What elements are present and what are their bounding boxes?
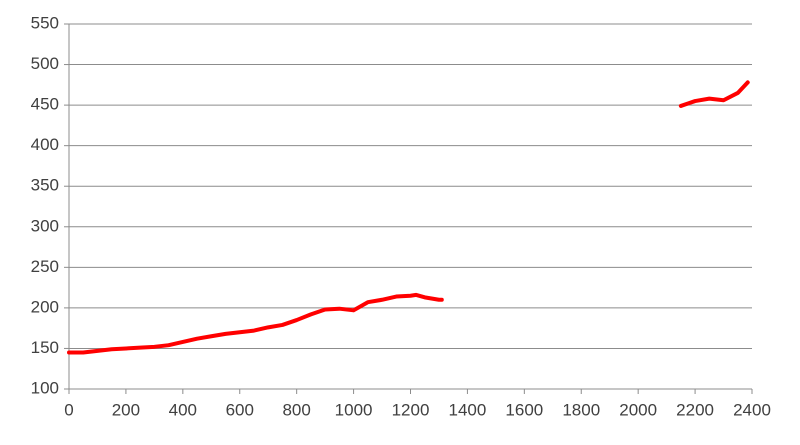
y-tick-label: 350 [31,176,59,195]
data-line [67,80,750,355]
y-tick-label: 250 [31,257,59,276]
x-tick-label: 2400 [733,400,771,419]
y-tick-label: 200 [31,297,59,316]
x-tick-label: 1200 [392,400,430,419]
x-tick-label: 200 [112,400,140,419]
y-tick-label: 300 [31,216,59,235]
x-tick-label: 0 [64,400,73,419]
x-tick-label: 400 [169,400,197,419]
y-tick-label: 500 [31,54,59,73]
y-tick-label: 100 [31,378,59,397]
y-tick-label: 450 [31,95,59,114]
x-tick-label: 800 [282,400,310,419]
x-tick-label: 2200 [676,400,714,419]
x-tick-label: 600 [226,400,254,419]
x-tick-label: 1800 [562,400,600,419]
y-tick-label: 550 [31,13,59,32]
y-tick-label: 150 [31,338,59,357]
x-tick-label: 2000 [619,400,657,419]
x-tick-label: 1000 [335,400,373,419]
x-tick-label: 1400 [449,400,487,419]
x-tick-label: 1600 [505,400,543,419]
y-tick-label: 400 [31,135,59,154]
